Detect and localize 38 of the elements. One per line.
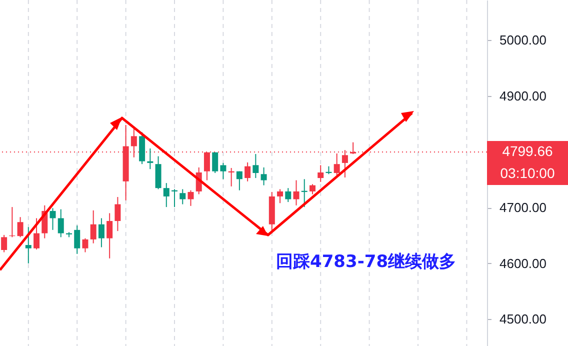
- candlestick: [17, 216, 24, 238]
- candlestick: [236, 170, 242, 191]
- candlestick: [155, 156, 162, 190]
- candlestick: [318, 164, 324, 182]
- candlestick: [252, 154, 259, 179]
- ref-line-label: 4799.66: [502, 142, 554, 159]
- candlestick: [90, 210, 96, 244]
- candlestick: [74, 224, 80, 254]
- candlestick: [9, 206, 16, 238]
- candlestick: [25, 226, 32, 264]
- y-tick-label: 4600.00: [500, 256, 546, 271]
- candlestick: [98, 218, 104, 248]
- candlestick: [114, 196, 121, 232]
- candlestick: [34, 218, 40, 250]
- annotation: 回踩4783-78继续做多: [276, 252, 456, 272]
- candlestick: [82, 238, 88, 253]
- y-tick-label: 4500.00: [500, 312, 546, 327]
- candlestick: [212, 152, 218, 174]
- candlestick: [260, 166, 267, 186]
- candlestick: [285, 188, 292, 203]
- candlestick: [180, 188, 186, 205]
- candlestick: [309, 184, 316, 195]
- y-tick-label: 4900.00: [500, 88, 546, 104]
- candlestick: [147, 148, 154, 170]
- y-tick-label: 5000.00: [500, 32, 546, 48]
- candlestick: [277, 188, 284, 204]
- candlestick: [188, 190, 194, 206]
- candlestick: [293, 180, 300, 206]
- candlestick: [58, 208, 64, 238]
- candlestick: [106, 212, 113, 259]
- text: 03:10:00: [500, 164, 555, 181]
- candlestick: [1, 234, 8, 253]
- candlestick: [334, 152, 340, 176]
- candlestick: [50, 208, 56, 230]
- y-tick-label: 4700.00: [500, 200, 546, 216]
- candlestick: [220, 162, 226, 180]
- candlestick: [163, 182, 170, 208]
- candlestick: [244, 162, 251, 182]
